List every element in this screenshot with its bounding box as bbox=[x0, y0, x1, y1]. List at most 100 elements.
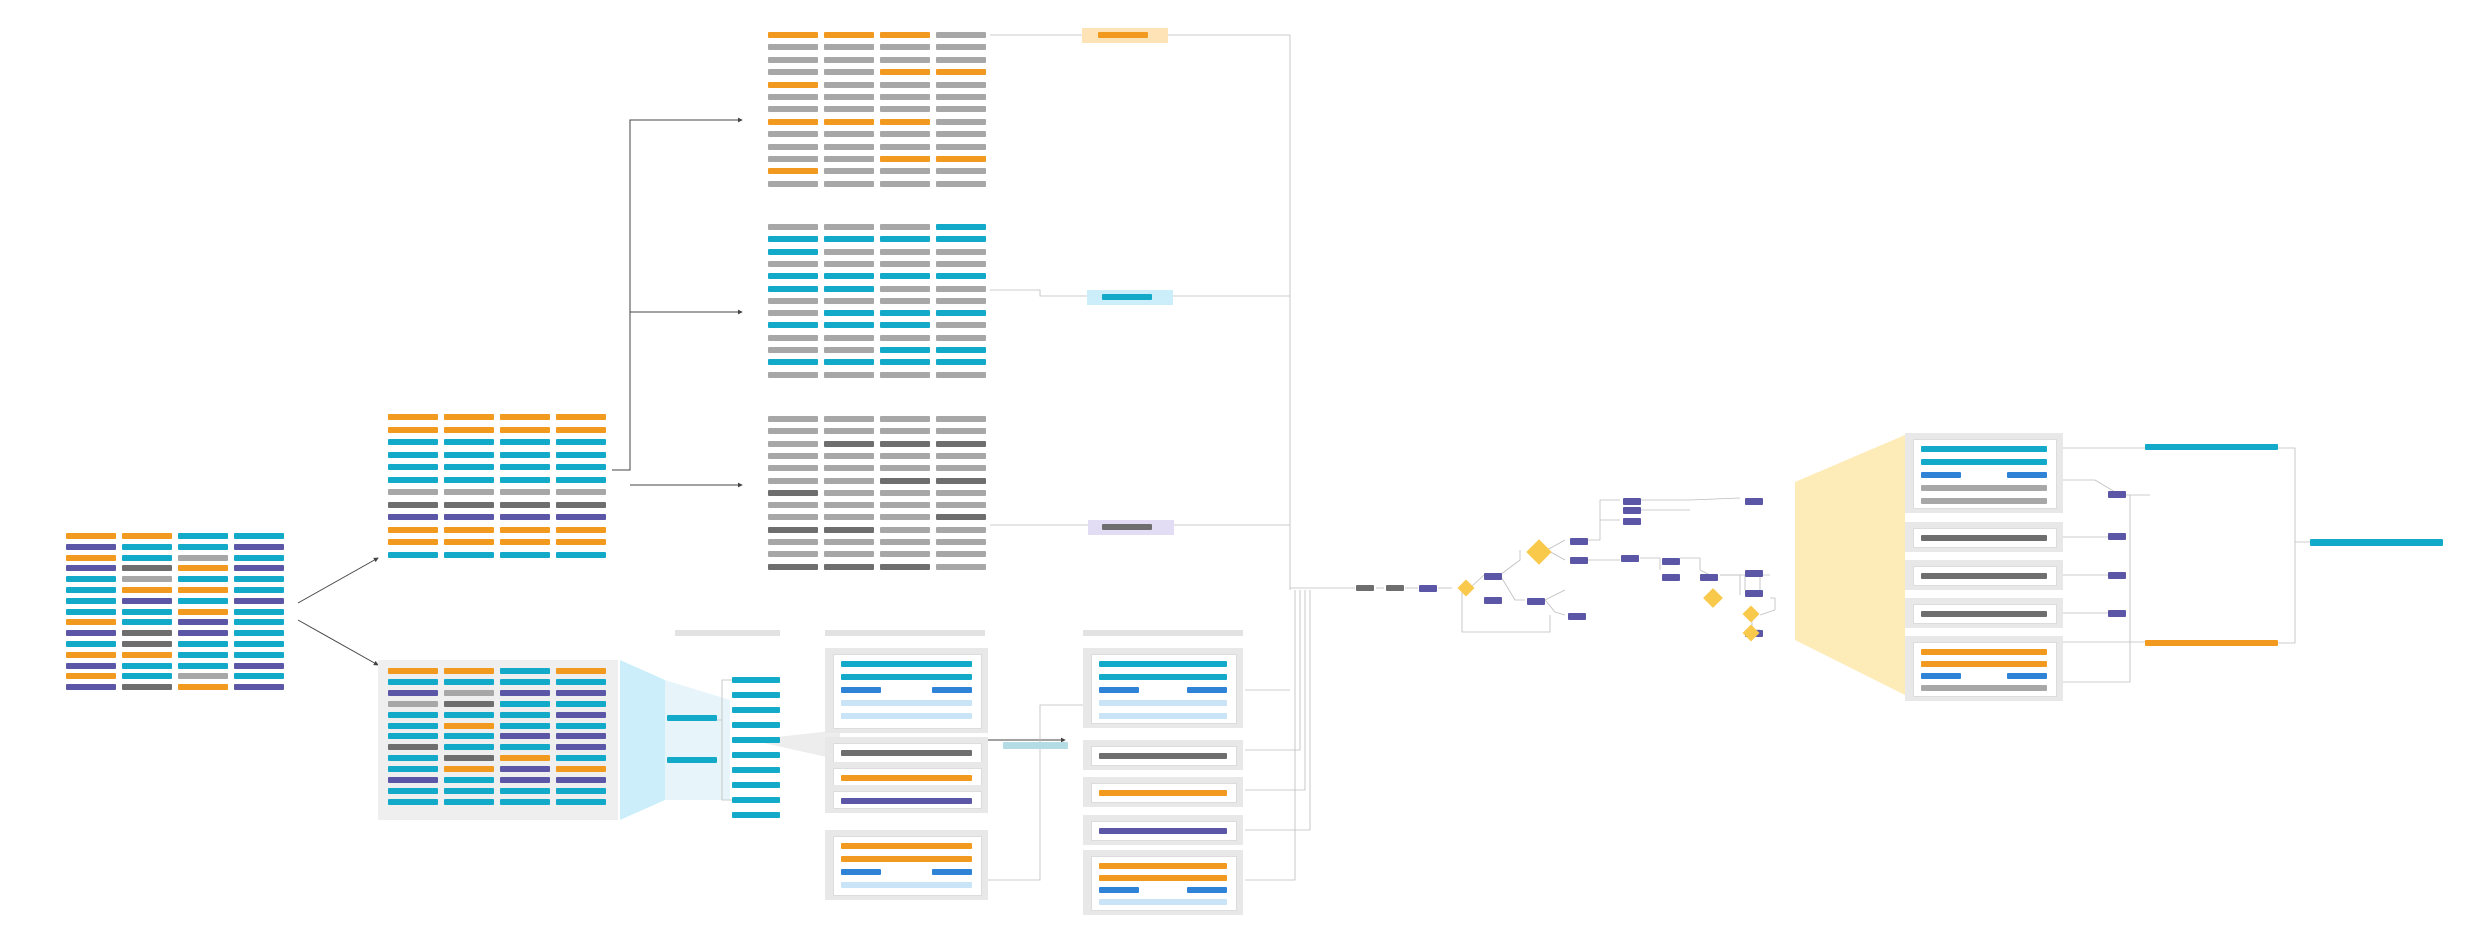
lower-grid-chip bbox=[388, 777, 438, 783]
flow-step-node[interactable] bbox=[1419, 585, 1437, 592]
grid-c-chip bbox=[936, 514, 986, 521]
result-side-node[interactable] bbox=[2108, 491, 2126, 498]
grid-b-chip bbox=[768, 347, 818, 353]
grid-b-chip bbox=[768, 236, 818, 243]
grid-a-chip bbox=[880, 156, 930, 162]
grid-a-chip bbox=[824, 94, 874, 100]
result-2-row bbox=[1921, 535, 2047, 541]
flow-step-node[interactable] bbox=[1568, 613, 1586, 620]
result-side-node[interactable] bbox=[2108, 533, 2126, 540]
flow-step-node[interactable] bbox=[1745, 590, 1763, 597]
lower-grid-chip bbox=[444, 722, 494, 729]
source-grid-chip bbox=[234, 662, 284, 669]
grid-c-chip bbox=[880, 477, 930, 484]
lower-grid-chip bbox=[556, 766, 606, 773]
grid-c-tag bbox=[758, 413, 768, 417]
flow-step-node[interactable] bbox=[1623, 498, 1641, 505]
flow-tag bbox=[1342, 480, 1352, 484]
flow-step-node[interactable] bbox=[1527, 598, 1545, 605]
grid-b-chip bbox=[936, 236, 986, 243]
flow-step-node[interactable] bbox=[1662, 574, 1680, 581]
form-5-btn-right[interactable] bbox=[932, 869, 972, 875]
grid-c-chip bbox=[880, 563, 930, 570]
result-side-node[interactable] bbox=[2108, 572, 2126, 579]
upper-grid-chip bbox=[556, 514, 606, 520]
grid-a-chip bbox=[936, 32, 986, 38]
grid-a-chip bbox=[824, 81, 874, 88]
detail-2-row bbox=[1099, 753, 1227, 759]
lower-grid-chip bbox=[444, 744, 494, 751]
detail-5-btn-right[interactable] bbox=[1187, 887, 1227, 893]
upper-grid-chip bbox=[556, 476, 606, 483]
output-1 bbox=[2145, 444, 2278, 450]
grid-b-chip bbox=[880, 334, 930, 341]
lower-grid-chip bbox=[556, 668, 606, 674]
source-grid-chip bbox=[122, 533, 172, 539]
flow-step-node[interactable] bbox=[1662, 558, 1680, 565]
upper-grid-chip bbox=[500, 439, 550, 445]
flow-step-node[interactable] bbox=[1621, 555, 1639, 562]
upper-grid-chip bbox=[500, 501, 550, 508]
grid-b-chip bbox=[936, 297, 986, 304]
grid-b-chip bbox=[936, 285, 986, 292]
source-grid-chip bbox=[66, 662, 116, 669]
upper-grid-chip bbox=[500, 426, 550, 433]
flow-step-node[interactable] bbox=[1484, 597, 1502, 604]
grid-a-chip bbox=[824, 168, 874, 175]
grid-b-chip bbox=[936, 322, 986, 329]
flow-step-node[interactable] bbox=[1745, 570, 1763, 577]
detail-5-row bbox=[1099, 875, 1227, 881]
detail-3-row bbox=[1099, 790, 1227, 796]
detail-1-btn-right[interactable] bbox=[1187, 687, 1227, 693]
lower-grid-chip bbox=[500, 766, 550, 773]
lower-grid-chip bbox=[444, 668, 494, 674]
upper-grid-chip bbox=[500, 489, 550, 495]
flow-step-node[interactable] bbox=[1570, 557, 1588, 564]
flow-step-node[interactable] bbox=[1700, 574, 1718, 581]
flow-step-node[interactable] bbox=[1623, 518, 1641, 525]
flow-step-node[interactable] bbox=[1570, 538, 1588, 545]
flow-step-node[interactable] bbox=[1623, 507, 1641, 514]
output-final bbox=[2310, 539, 2443, 546]
result-5-btn-right[interactable] bbox=[2007, 673, 2047, 679]
detail-5-btn-left[interactable] bbox=[1099, 887, 1139, 893]
grid-c-chip bbox=[768, 539, 818, 545]
lower-grid-chip bbox=[500, 744, 550, 751]
grid-c-chip bbox=[768, 452, 818, 459]
grid-c-chip bbox=[936, 428, 986, 435]
detail-1-btn-left[interactable] bbox=[1099, 687, 1139, 693]
grid-b-chip bbox=[768, 297, 818, 304]
grid-b-chip bbox=[824, 273, 874, 280]
grid-b-chip bbox=[768, 285, 818, 292]
upper-grid-chip bbox=[500, 414, 550, 420]
flow-step-node[interactable] bbox=[1745, 498, 1763, 505]
result-1-btn-left[interactable] bbox=[1921, 472, 1961, 478]
grid-a-chip bbox=[768, 118, 818, 125]
form-1-btn-right[interactable] bbox=[932, 687, 972, 693]
source-grid-chip bbox=[178, 630, 228, 637]
upper-grid-chip bbox=[500, 464, 550, 470]
upper-grid-chip bbox=[444, 551, 494, 558]
source-grid-chip bbox=[234, 576, 284, 583]
grid-b-chip bbox=[768, 322, 818, 329]
result-5-btn-left[interactable] bbox=[1921, 673, 1961, 679]
source-grid-chip bbox=[122, 662, 172, 669]
source-grid-chip bbox=[178, 641, 228, 647]
detail-5-row bbox=[1099, 863, 1227, 869]
lower-grid-chip bbox=[500, 777, 550, 783]
source-grid-chip bbox=[66, 673, 116, 680]
form-5-btn-left[interactable] bbox=[841, 869, 881, 875]
grid-b-chip bbox=[824, 224, 874, 230]
form-1-btn-left[interactable] bbox=[841, 687, 881, 693]
result-1-btn-right[interactable] bbox=[2007, 472, 2047, 478]
result-side-node[interactable] bbox=[2108, 610, 2126, 617]
upper-grid-chip bbox=[388, 526, 438, 533]
grid-a-chip bbox=[936, 69, 986, 76]
flow-step-node[interactable] bbox=[1484, 573, 1502, 580]
upper-grid-chip bbox=[556, 414, 606, 420]
lower-grid-chip bbox=[444, 798, 494, 805]
grid-b-chip bbox=[936, 310, 986, 317]
grid-a-chip bbox=[824, 180, 874, 187]
source-grid-chip bbox=[234, 543, 284, 550]
grid-b-chip bbox=[824, 359, 874, 366]
